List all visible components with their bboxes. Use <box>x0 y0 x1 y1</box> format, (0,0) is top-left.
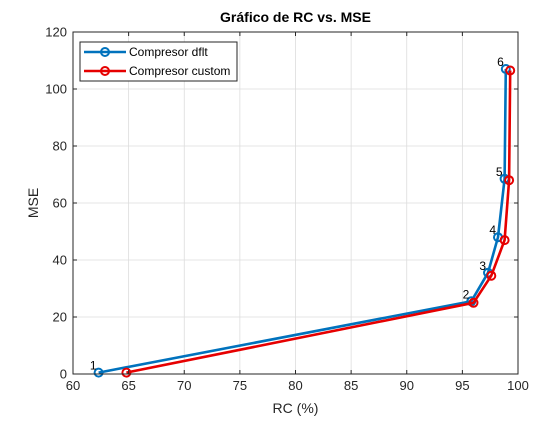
y-tick-label: 100 <box>45 82 67 97</box>
series-1-point <box>121 367 132 378</box>
legend-label: Compresor dflt <box>129 45 208 59</box>
series-line-1 <box>126 70 512 374</box>
series-1-point <box>504 175 515 186</box>
series-0-point <box>93 367 104 378</box>
y-tick-label: 20 <box>53 310 67 325</box>
point-label: 1 <box>90 359 97 373</box>
x-tick-label: 70 <box>177 378 191 393</box>
legend: Compresor dflt Compresor custom <box>79 41 238 82</box>
x-tick-label: 75 <box>233 378 247 393</box>
series-1-point <box>499 235 510 246</box>
x-axis-label: RC (%) <box>273 400 319 416</box>
series-layer <box>93 64 516 378</box>
chart-title: Gráfico de RC vs. MSE <box>220 9 371 25</box>
series-1-point <box>505 65 516 76</box>
point-label: 5 <box>496 165 503 179</box>
y-tick-label: 40 <box>53 253 67 268</box>
x-tick-label: 85 <box>344 378 358 393</box>
y-tick-label: 0 <box>60 367 67 382</box>
y-axis-label: MSE <box>25 188 41 218</box>
legend-swatch-marker <box>100 47 110 57</box>
x-tick-label: 65 <box>121 378 135 393</box>
y-tick-label: 80 <box>53 139 67 154</box>
y-tick-label: 120 <box>45 25 67 40</box>
x-tick-label: 80 <box>288 378 302 393</box>
y-tick-label: 60 <box>53 196 67 211</box>
point-label: 2 <box>463 287 470 301</box>
point-label: 4 <box>489 223 496 237</box>
series-0-point <box>500 64 511 74</box>
x-tick-label: 95 <box>455 378 469 393</box>
series-1-point <box>486 270 497 281</box>
series-1-point <box>468 297 479 308</box>
x-tick-label: 60 <box>66 378 80 393</box>
x-tick-label: 100 <box>507 378 529 393</box>
series-line-0 <box>98 68 508 374</box>
legend-swatch-marker <box>100 66 110 76</box>
x-tick-label: 90 <box>400 378 414 393</box>
point-label: 6 <box>497 55 504 69</box>
point-label: 3 <box>479 259 486 273</box>
legend-label: Compresor custom <box>129 64 230 78</box>
